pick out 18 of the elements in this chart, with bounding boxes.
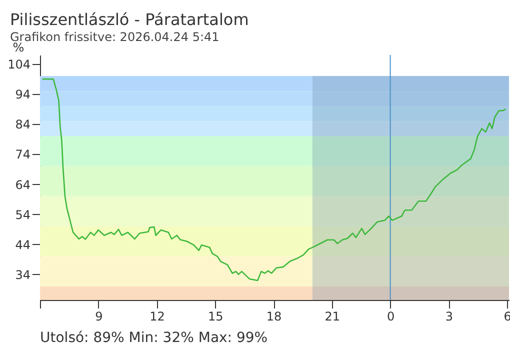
y-tick-label: 74 [15, 148, 30, 162]
x-tick-label: 9 [95, 310, 103, 324]
y-tick-label: 94 [15, 88, 30, 102]
text: Utolsó: 89% Min: 32% Max: 99% [40, 330, 268, 346]
y-tick-label: 104 [8, 58, 30, 72]
x-tick-label: 18 [266, 310, 282, 324]
x-tick-label: 0 [386, 310, 395, 324]
y-tick-label: 44 [15, 238, 30, 252]
x-tick-label: 3 [445, 310, 453, 324]
y-tick-label: 34 [15, 268, 30, 282]
y-tick-label: 64 [15, 178, 30, 192]
y-tick-label: 54 [15, 208, 30, 222]
x-tick-label: 12 [150, 310, 165, 324]
line-series [42, 78, 506, 282]
chart-title: Pilisszentlászló - Páratartalom [10, 10, 249, 29]
x-tick-label: 21 [324, 310, 340, 324]
y-tick-label: 84 [15, 118, 30, 132]
x-tick-label: 15 [208, 310, 224, 324]
